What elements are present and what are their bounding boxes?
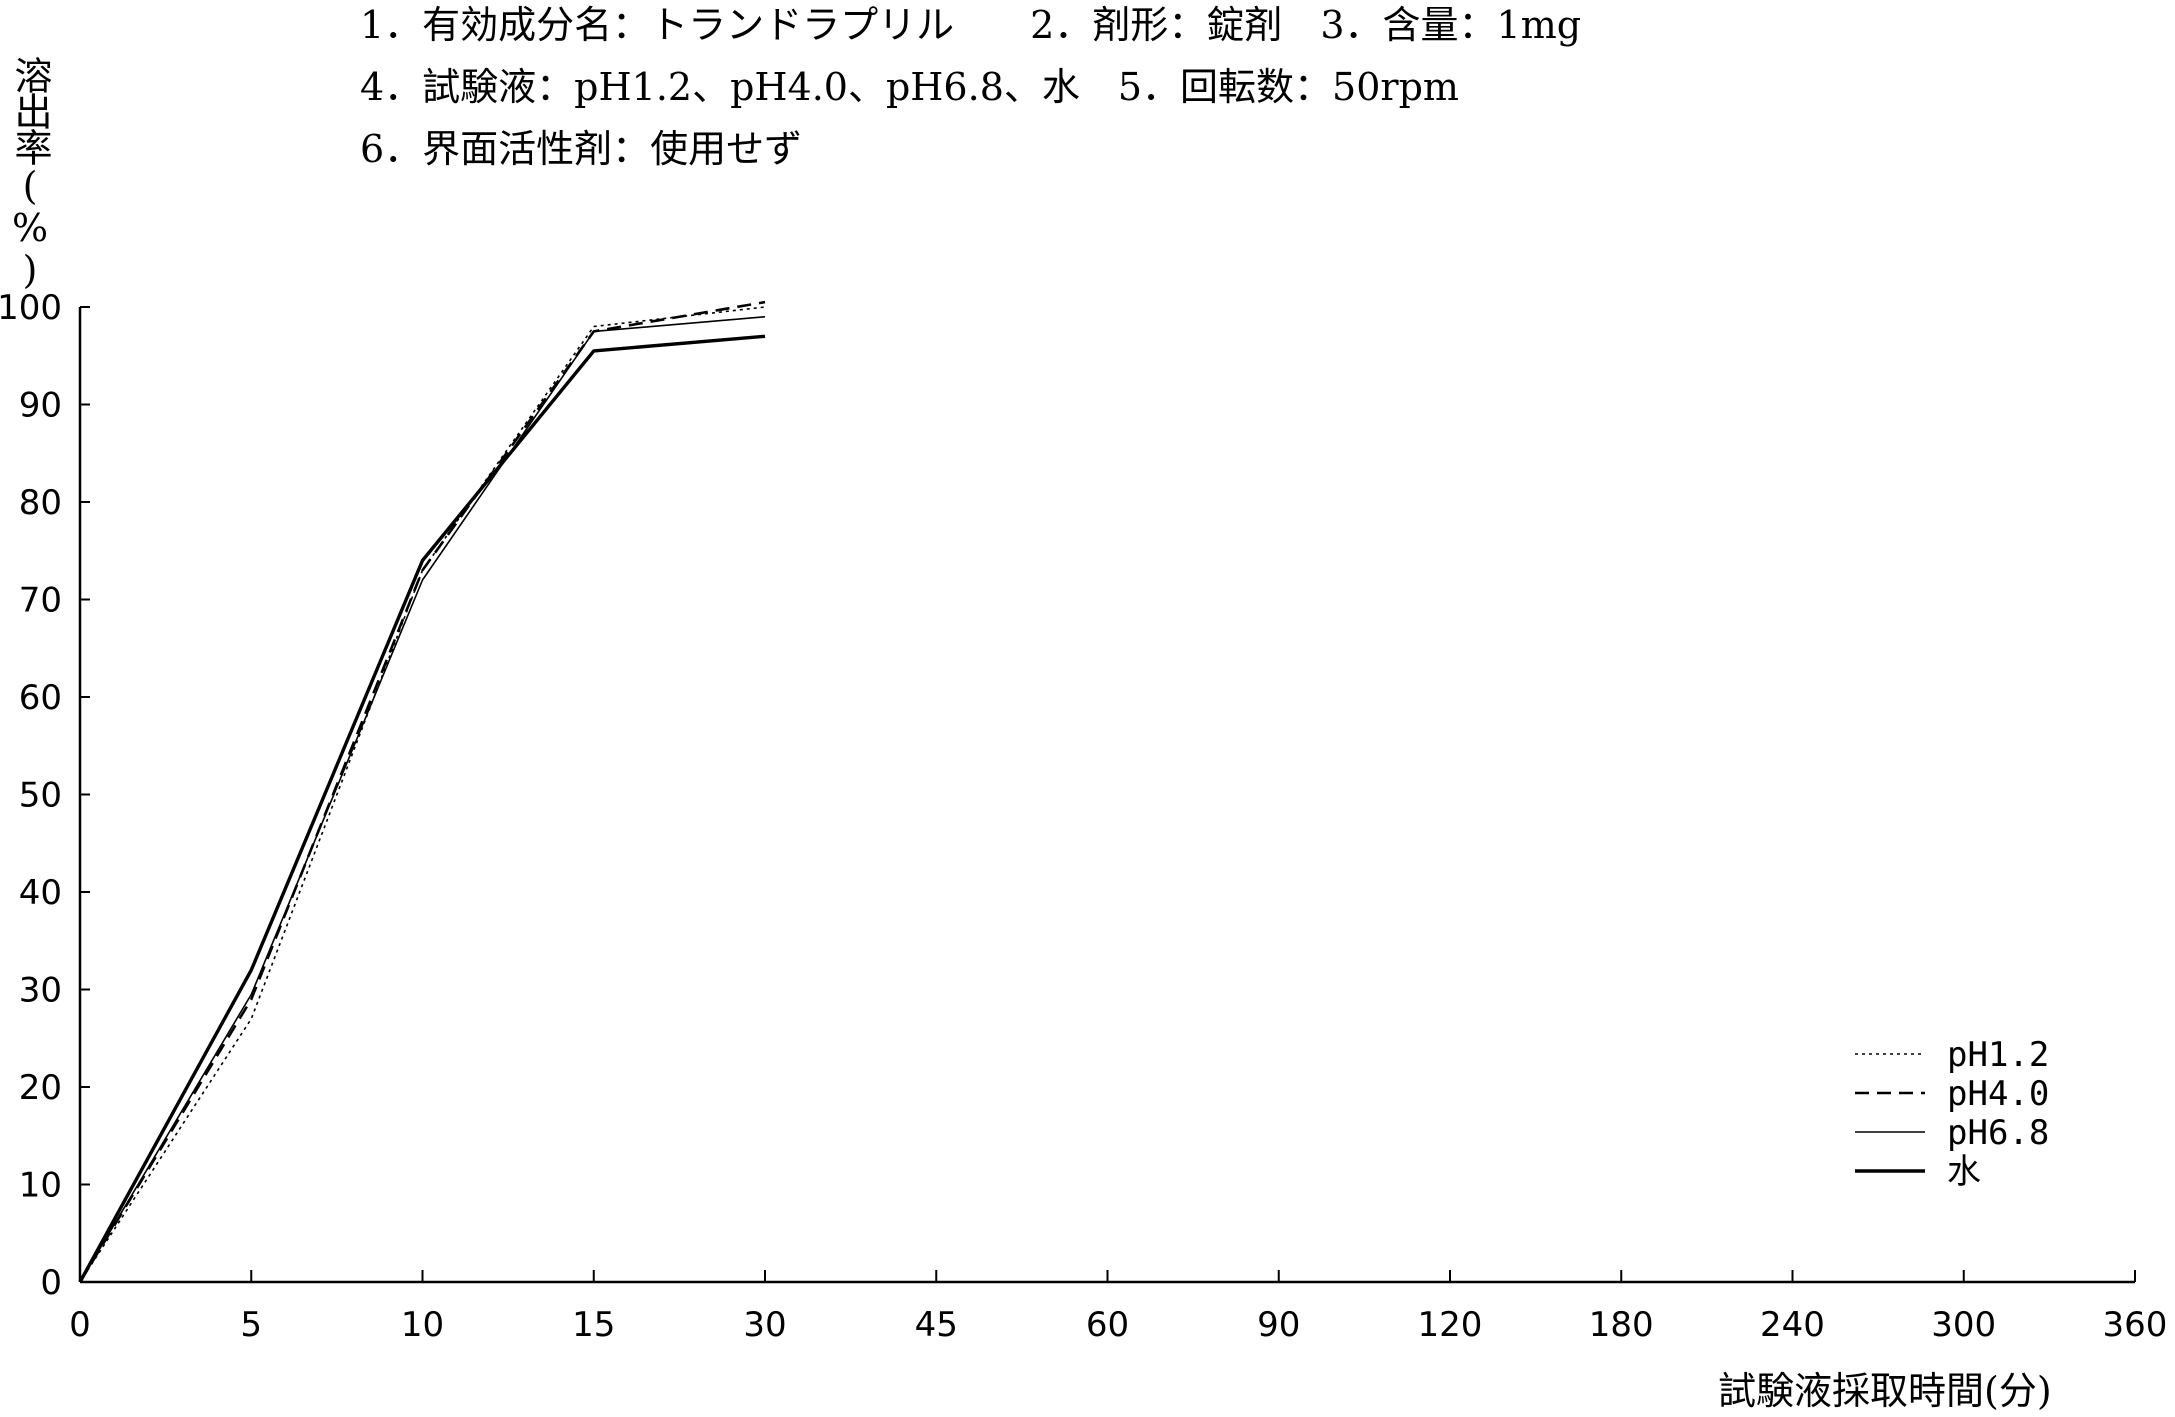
y-tick-label: 60 (19, 678, 62, 718)
header-line-1: 1．有効成分名：トランドラプリル 2．剤形：錠剤 3．含量：1mg (360, 3, 1582, 47)
x-tick-label: 240 (1760, 1305, 1825, 1345)
x-tick-label: 15 (572, 1305, 615, 1345)
legend-label-1: pH1.2 (1947, 1035, 2049, 1075)
x-tick-label: 90 (1257, 1305, 1300, 1345)
y-axis-title: 溶出率(%) (8, 56, 52, 290)
y-tick-label: 90 (19, 386, 62, 426)
x-tick-label: 0 (69, 1305, 91, 1345)
y-tick-label: 30 (19, 971, 62, 1011)
series-line-3 (79, 316, 766, 1283)
legend-label-2: pH4.0 (1947, 1074, 2049, 1114)
series-line-4 (78, 334, 766, 1283)
y-tick-label: 10 (19, 1166, 62, 1206)
x-tick-label: 10 (401, 1305, 444, 1345)
x-tick-label: 300 (1931, 1305, 1996, 1345)
x-tick-label: 360 (2103, 1305, 2168, 1345)
series-line-2 (78, 300, 766, 1283)
header-line-2: 4．試験液：pH1.2、pH4.0、pH6.8、水 5．回転数：50rpm (360, 65, 1459, 109)
x-tick-label: 5 (240, 1305, 262, 1345)
y-tick-label: 40 (19, 873, 62, 913)
x-tick-label: 30 (743, 1305, 786, 1345)
x-tick-label: 120 (1418, 1305, 1483, 1345)
x-tick-label: 180 (1589, 1305, 1654, 1345)
x-tick-label: 60 (1086, 1305, 1129, 1345)
header-line-3: 6．界面活性剤：使用せず (360, 127, 803, 171)
chart-axes: 0 10 20 30 40 50 60 70 80 90 100 0 5 10 15 30 45 60 90 120 1… (0, 288, 2167, 1345)
y-tick-label: 0 (40, 1263, 62, 1303)
y-tick-label: 70 (19, 581, 62, 621)
x-tick-label: 45 (915, 1305, 958, 1345)
x-axis-title: 試験液採取時間(分) (1718, 1369, 2052, 1413)
y-tick-label: 20 (19, 1068, 62, 1108)
legend-label-3: pH6.8 (1947, 1113, 2049, 1153)
series-line-1 (79, 306, 766, 1283)
y-tick-label: 50 (19, 776, 62, 816)
legend-label-4: 水 (1947, 1152, 1981, 1192)
chart-series (78, 300, 766, 1283)
y-tick-label: 80 (19, 483, 62, 523)
y-tick-label: 100 (0, 288, 62, 328)
